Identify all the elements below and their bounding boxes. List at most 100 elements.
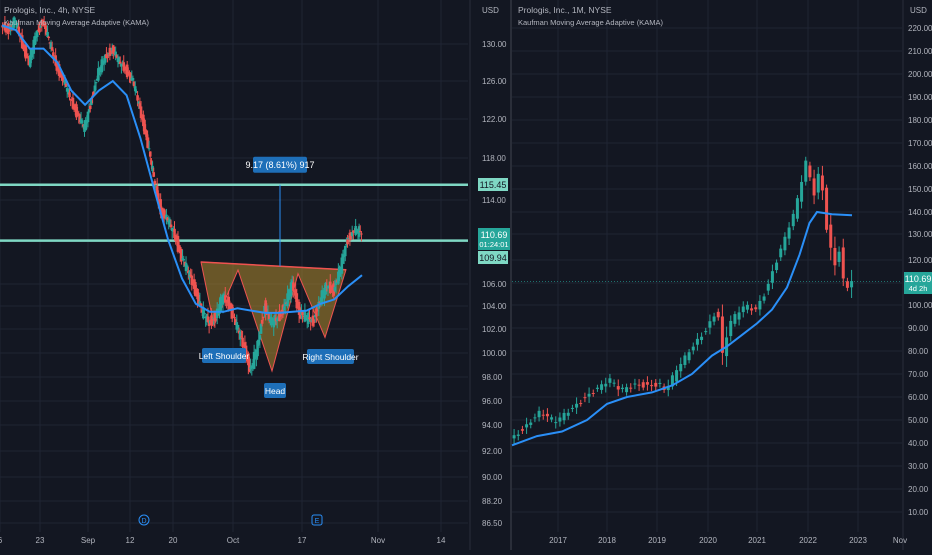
right-candle-body	[704, 331, 708, 333]
right-candle-body	[608, 378, 612, 383]
left-price-tick: 106.00	[482, 280, 507, 289]
left-candle-body	[256, 340, 259, 357]
left-candle-body	[52, 52, 55, 57]
right-candle-body	[520, 429, 524, 431]
event-markers[interactable]: D E	[138, 514, 323, 526]
left-candle-body	[68, 92, 71, 98]
right-candle-body	[691, 346, 695, 351]
right-candle-body	[716, 311, 720, 318]
left-candle-body	[35, 30, 39, 38]
left-candle-body	[202, 307, 205, 319]
left-candle-body	[118, 61, 122, 64]
right-candle-body	[745, 304, 749, 310]
left-candle-body	[71, 97, 75, 109]
right-candle-body	[800, 181, 804, 202]
right-candle-body	[645, 382, 649, 385]
right-candle-body	[708, 321, 712, 328]
left-candle-body	[264, 300, 267, 314]
right-candle-body	[562, 412, 566, 421]
right-candle-body	[783, 236, 787, 251]
right-candle-body	[762, 296, 766, 301]
right-candle-body	[579, 403, 583, 405]
right-candle-body	[587, 393, 591, 397]
right-candles	[512, 156, 854, 445]
left-candle-body	[349, 232, 353, 240]
left-candle-body	[232, 315, 235, 317]
right-candle-body	[825, 187, 829, 230]
right-price-tick: 150.00	[908, 185, 932, 194]
right-price-axis[interactable]: USD 10.00 20.00 30.00 40.00 50.00 60.00 70.00 8…	[902, 0, 932, 550]
left-candle-body	[106, 54, 109, 59]
left-candle-body	[258, 335, 262, 340]
right-candle-body	[654, 382, 658, 387]
horizontal-levels[interactable]	[0, 183, 468, 242]
measure-tool[interactable]: 9.17 (8.61%) 917	[245, 156, 315, 267]
left-candle-body	[193, 281, 197, 296]
right-candle-body	[533, 417, 537, 419]
left-price-ticks: 86.50 88.20 90.00 92.00 94.00 96.00 98.00 100.0…	[482, 40, 507, 528]
left-candle-body	[138, 103, 142, 109]
left-price-tags: 115.45 110.69 01:24:01 109.94	[478, 178, 510, 264]
left-candle-body	[223, 295, 227, 303]
left-price-tick: 122.00	[482, 115, 507, 124]
right-last-price-tag-box	[904, 272, 932, 294]
dividend-marker[interactable]	[138, 514, 150, 526]
left-candle-body	[320, 290, 324, 303]
left-candle-body	[197, 294, 201, 305]
left-price-tick: 100.00	[482, 349, 507, 358]
left-candle-body	[168, 219, 172, 227]
left-candle-body	[350, 232, 354, 236]
right-candle-body	[591, 393, 595, 395]
left-price-tick: 114.00	[482, 196, 506, 205]
left-candle-body	[63, 79, 67, 85]
right-candle-body	[758, 300, 762, 310]
right-last-price-tag: 110.69	[905, 274, 932, 284]
left-candle-body	[90, 100, 93, 105]
left-price-axis[interactable]: USD 86.50 88.20 90.00 92.00 94.00 96.00 98.00 1…	[469, 0, 510, 550]
left-candle-body	[334, 281, 338, 286]
left-price-tick: 104.00	[482, 302, 507, 311]
left-candle-body	[236, 325, 240, 330]
left-candle-body	[315, 308, 318, 317]
right-time-axis[interactable]: 2017 2018 2019 2020 2021 2022 2023 Nov	[549, 536, 907, 545]
right-candle-body	[766, 283, 770, 291]
lower-level-tag-box	[478, 251, 508, 264]
left-candle-body	[58, 70, 62, 78]
left-chart-panel[interactable]: 9.17 (8.61%) 917 Left Shoulder Head Righ…	[0, 0, 470, 550]
right-time-tick: 2021	[748, 536, 766, 545]
left-candle-body	[133, 86, 137, 92]
left-candle-body	[286, 293, 289, 307]
right-candle-body	[729, 320, 733, 337]
right-legend[interactable]: Prologis, Inc., 1M, NYSE Kaufman Moving …	[518, 5, 663, 27]
left-candle-body	[109, 50, 113, 54]
left-candle-body	[219, 296, 222, 311]
left-candle-body	[166, 217, 169, 221]
earnings-marker[interactable]	[311, 514, 323, 526]
left-indicator-title: Kaufman Moving Average Adaptive (KAMA)	[4, 18, 149, 27]
left-candle-body	[162, 209, 166, 219]
left-candle-body	[112, 45, 115, 54]
left-candle-body	[213, 312, 217, 322]
right-chart-panel[interactable]: Prologis, Inc., 1M, NYSE Kaufman Moving …	[510, 0, 907, 550]
head-label: Head	[265, 386, 286, 396]
right-candle-body	[554, 422, 558, 424]
left-candle-body	[159, 199, 162, 215]
right-candle-body	[787, 227, 791, 239]
left-symbol-title: Prologis, Inc., 4h, NYSE	[4, 5, 96, 15]
right-candle-body	[575, 403, 579, 408]
left-time-axis[interactable]: 6 23 Sep 12 20 Oct 17 Nov 14	[0, 536, 446, 545]
right-candle-body	[750, 308, 754, 311]
right-candle-body	[808, 165, 812, 178]
right-candle-body	[629, 387, 633, 389]
right-price-tick: 50.00	[908, 416, 929, 425]
right-price-tick: 10.00	[908, 508, 929, 517]
left-candle-body	[180, 248, 183, 262]
left-time-tick: 17	[298, 536, 307, 545]
neckline	[200, 261, 347, 271]
left-price-tick: 88.20	[482, 497, 503, 506]
left-legend[interactable]: Prologis, Inc., 4h, NYSE Kaufman Moving …	[4, 5, 149, 27]
left-candle-body	[304, 315, 308, 318]
left-candle-body	[199, 303, 203, 307]
left-candle-body	[203, 312, 206, 315]
left-candle-body	[117, 57, 121, 64]
